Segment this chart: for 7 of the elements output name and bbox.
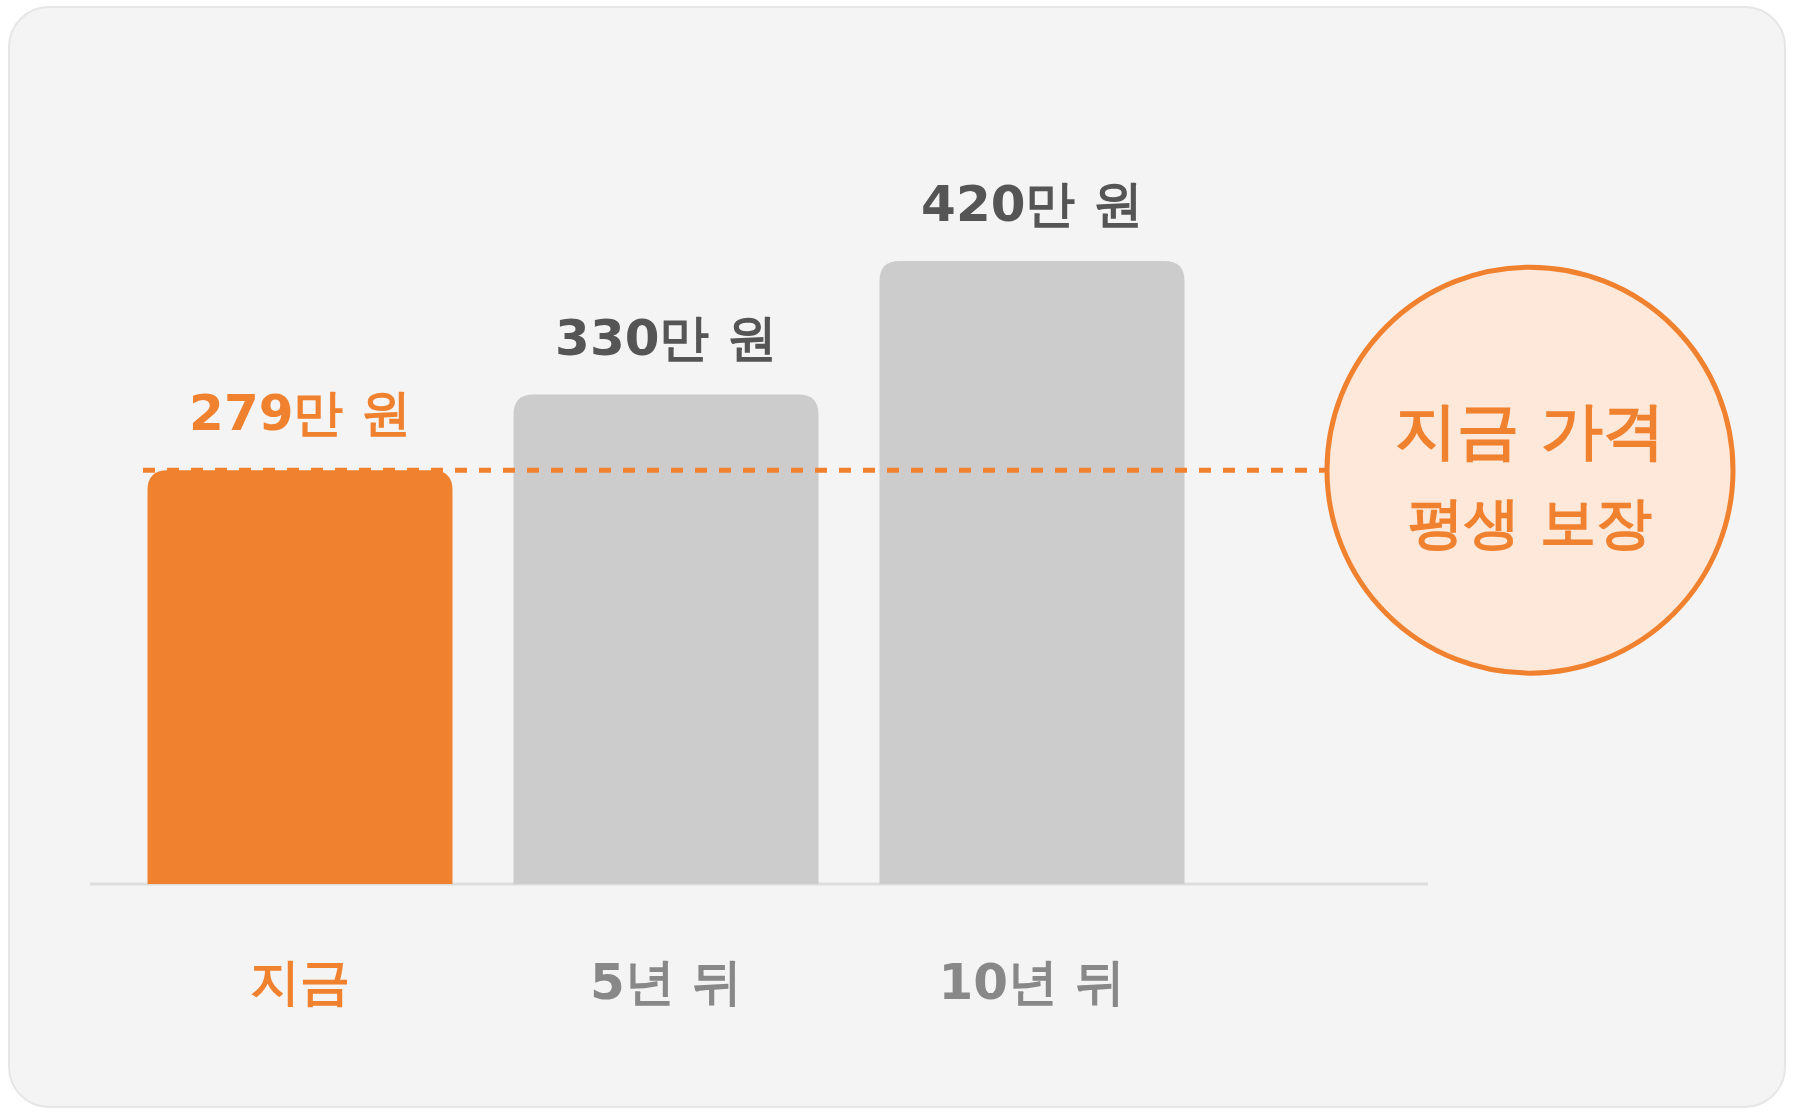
x-tick-label: 5년 뒤 — [589, 953, 743, 1011]
data-label: 330만 원 — [555, 308, 777, 367]
x-tick-label: 10년 뒤 — [938, 953, 1126, 1011]
x-tick-label: 지금 — [250, 953, 350, 1011]
ref-line-label: 지금 가격 평생 보장 — [1395, 394, 1665, 556]
data-label: 420만 원 — [921, 175, 1143, 233]
data-label: 279만 원 — [189, 384, 411, 443]
